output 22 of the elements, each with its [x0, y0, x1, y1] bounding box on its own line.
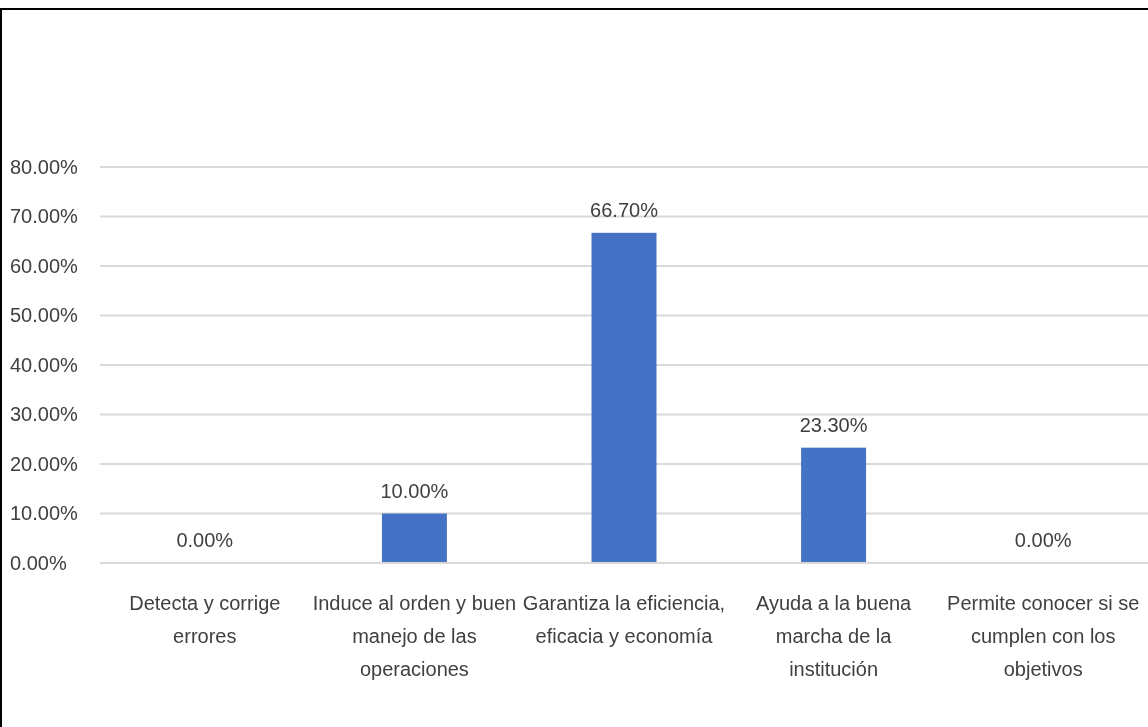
bar: [381, 513, 447, 563]
bar: [591, 232, 657, 563]
y-tick-label: 60.00%: [10, 254, 79, 277]
data-label: 10.00%: [380, 479, 449, 502]
y-tick-label: 50.00%: [10, 304, 79, 327]
y-tick-label: 0.00%: [10, 551, 67, 574]
x-tick-label: Induce al orden y buen manejo de las operaciones: [312, 592, 517, 680]
y-tick-label: 10.00%: [10, 502, 79, 525]
data-label: 0.00%: [1014, 529, 1072, 551]
y-tick-label: 80.00%: [10, 155, 79, 178]
data-label: 0.00%: [176, 529, 234, 551]
x-tick-label: Ayuda a la buena marcha de la institución: [755, 592, 913, 680]
y-tick-label: 20.00%: [10, 452, 79, 475]
y-tick-label: 40.00%: [10, 353, 79, 376]
data-label: 66.70%: [590, 198, 659, 221]
x-tick-label: Permite conocer si se cumplen con los objetivos: [947, 592, 1140, 680]
y-tick-label: 30.00%: [10, 403, 79, 426]
x-tick-label: Garantiza la eficiencia, eficacia y economía: [522, 592, 726, 647]
data-label: 23.30%: [799, 413, 868, 436]
x-tick-label: Detecta y corrige errores: [129, 592, 281, 647]
y-tick-label: 70.00%: [10, 205, 79, 228]
bar: [801, 447, 867, 563]
